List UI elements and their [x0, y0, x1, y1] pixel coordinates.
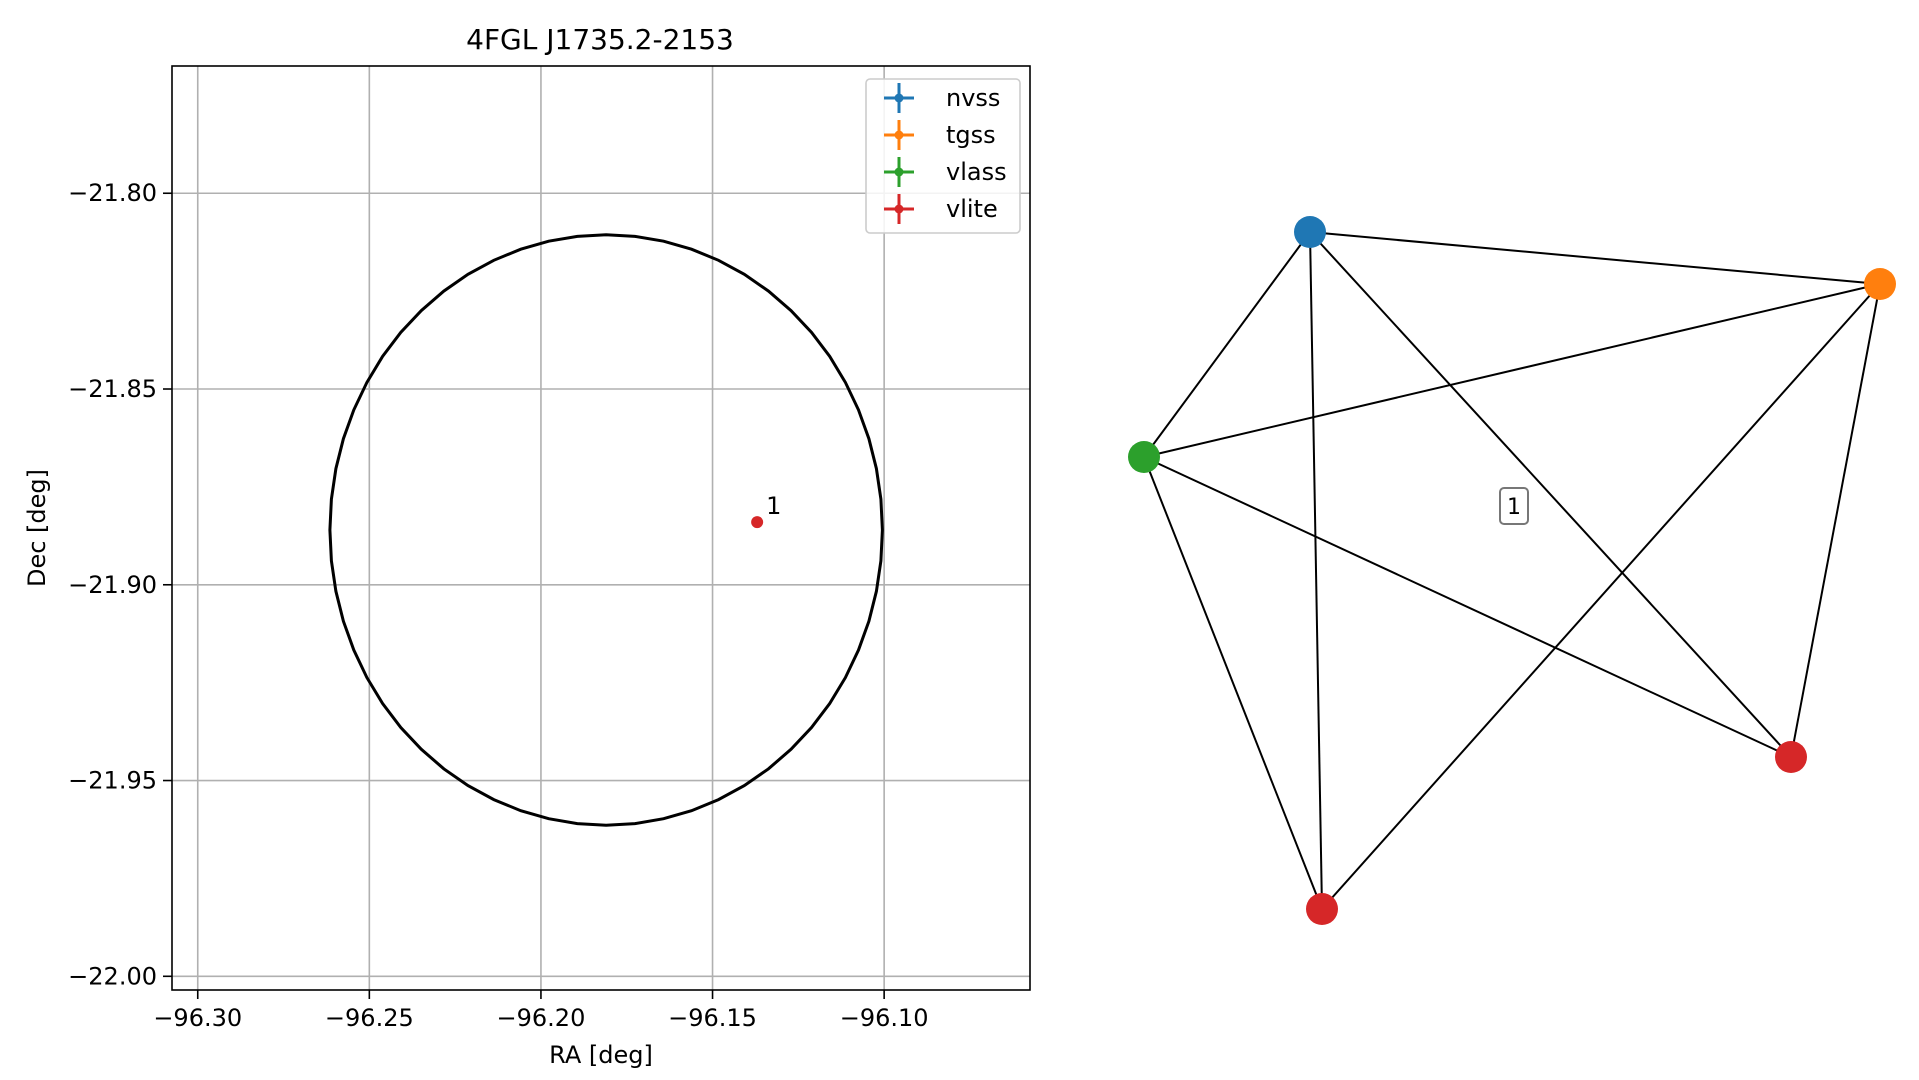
node-tgss [1864, 268, 1896, 300]
confidence-ellipse [328, 233, 884, 827]
y-axis-label: Dec [deg] [23, 469, 51, 587]
source-points: 1 [751, 492, 781, 529]
cluster-label: 1 [1507, 495, 1521, 520]
sky-plot-panel: 4FGL J1735.2-2153 1 −96.30 −96.25 −96.20 −9… [23, 23, 1031, 1069]
network-panel: 1 [1128, 216, 1896, 925]
y-tick-label: −21.80 [68, 179, 157, 207]
node-nvss [1294, 216, 1326, 248]
legend-box [865, 78, 1021, 234]
edge-nvss-vlite_a [1309, 231, 1792, 758]
edge-vlass-vlite_b [1143, 456, 1323, 910]
cluster-label-box: 1 [1499, 487, 1529, 525]
source-point-label: 1 [766, 492, 781, 520]
legend: nvss tgss vlass vlite [865, 78, 1021, 234]
legend-label: vlass [946, 158, 1007, 186]
legend-label: nvss [946, 84, 1000, 112]
legend-item-vlite: vlite [884, 194, 998, 224]
legend-item-tgss: tgss [884, 120, 996, 150]
x-axis-label: RA [deg] [549, 1041, 653, 1069]
legend-item-vlass: vlass [884, 157, 1007, 187]
edge-tgss-vlite_a [1790, 283, 1881, 758]
node-vlite_b [1306, 893, 1338, 925]
network-nodes [1128, 216, 1896, 925]
x-gridlines [196, 66, 885, 990]
y-tick-label: −21.85 [68, 375, 157, 403]
edge-tgss-vlass [1143, 283, 1881, 458]
plot-frame [171, 65, 1031, 991]
y-gridlines [172, 192, 1030, 978]
legend-marker-dot [894, 130, 904, 140]
plot-title: 4FGL J1735.2-2153 [466, 23, 734, 56]
network-edges [1143, 231, 1881, 910]
x-tick-label: −96.10 [840, 1004, 929, 1032]
y-tick-label: −21.95 [68, 767, 157, 795]
legend-item-nvss: nvss [884, 83, 1000, 113]
y-axis-ticks: −21.80 −21.85 −21.90 −21.95 −22.00 [68, 179, 172, 990]
x-axis-ticks: −96.30 −96.25 −96.20 −96.15 −96.10 [153, 990, 929, 1032]
edge-nvss-vlass [1143, 231, 1311, 458]
legend-marker-dot [894, 93, 904, 103]
y-tick-label: −21.90 [68, 571, 157, 599]
x-tick-label: −96.15 [668, 1004, 757, 1032]
x-tick-label: −96.25 [325, 1004, 414, 1032]
source-point [751, 516, 764, 529]
x-tick-label: −96.30 [153, 1004, 242, 1032]
node-vlite_a [1775, 741, 1807, 773]
legend-label: tgss [946, 121, 996, 149]
legend-label: vlite [946, 195, 998, 223]
x-tick-label: −96.20 [497, 1004, 586, 1032]
edge-vlass-vlite_a [1143, 456, 1792, 758]
y-tick-label: −22.00 [68, 962, 157, 990]
legend-marker-dot [894, 167, 904, 177]
edge-nvss-vlite_b [1309, 231, 1323, 910]
edge-tgss-vlite_b [1321, 283, 1881, 910]
legend-marker-dot [894, 204, 904, 214]
node-vlass [1128, 441, 1160, 473]
edge-nvss-tgss [1309, 231, 1881, 285]
